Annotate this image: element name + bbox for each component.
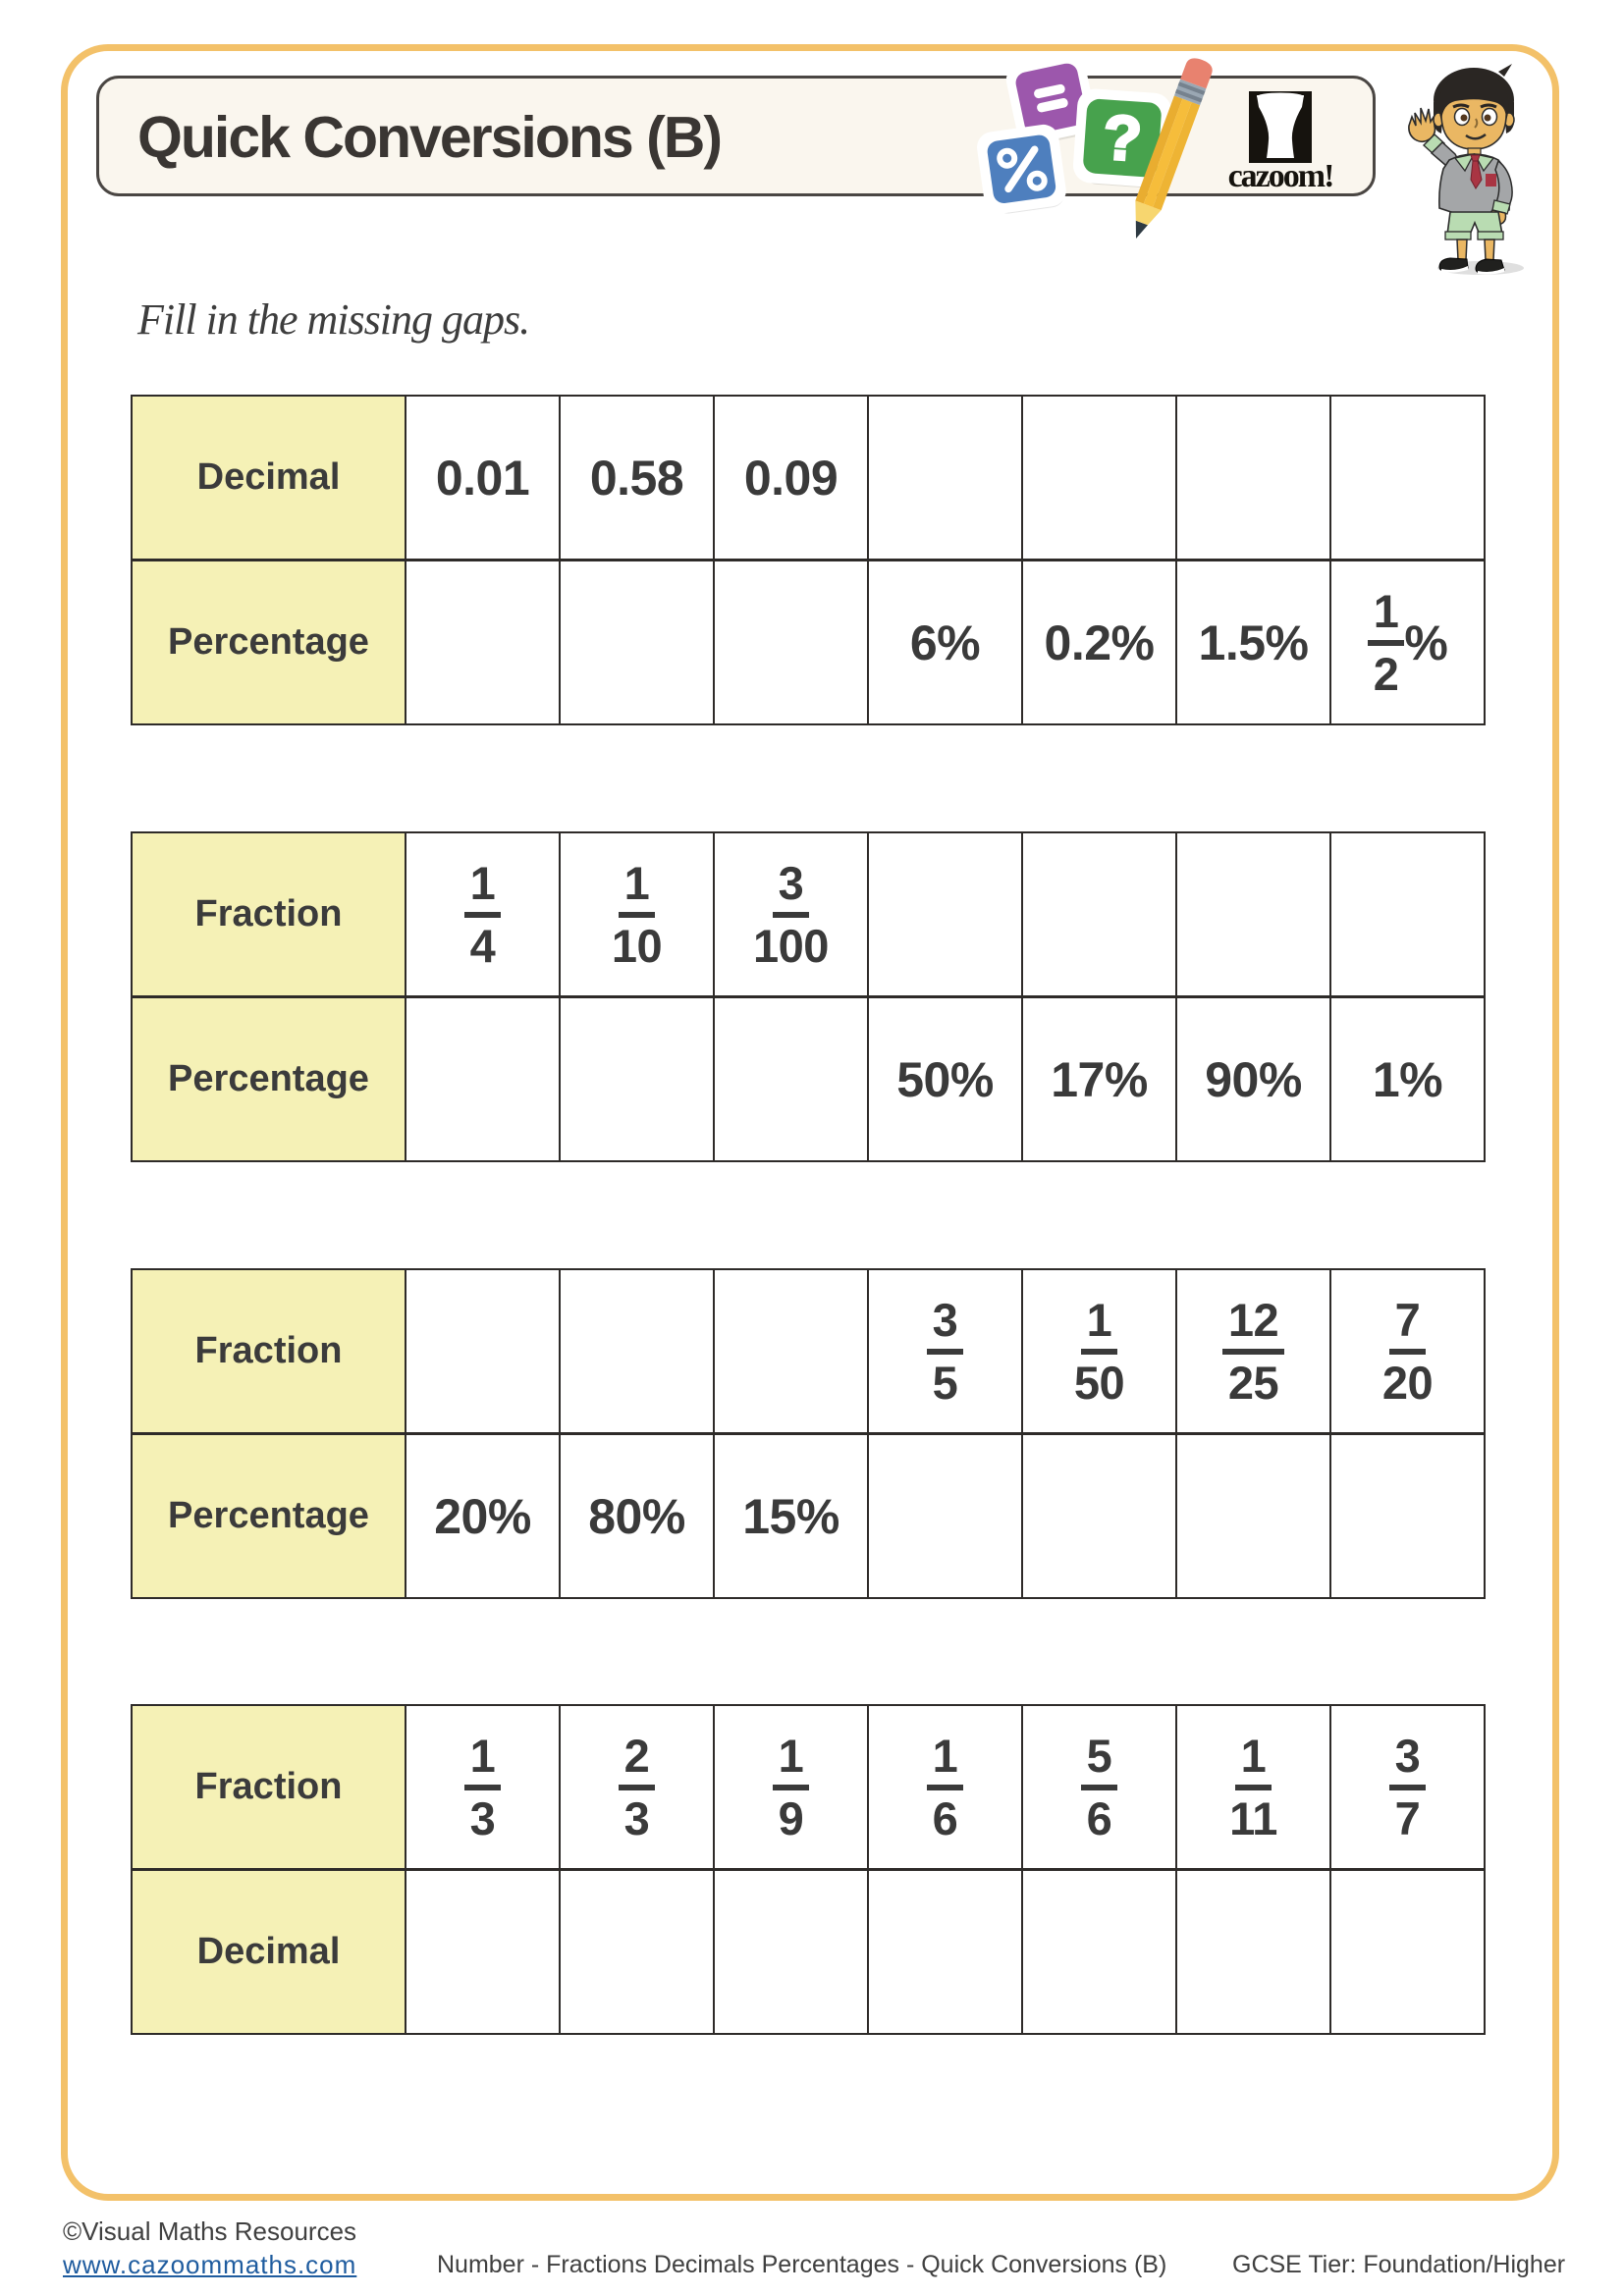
svg-text:cazoom!: cazoom!: [1228, 158, 1333, 191]
svg-text:?: ?: [1101, 101, 1144, 175]
